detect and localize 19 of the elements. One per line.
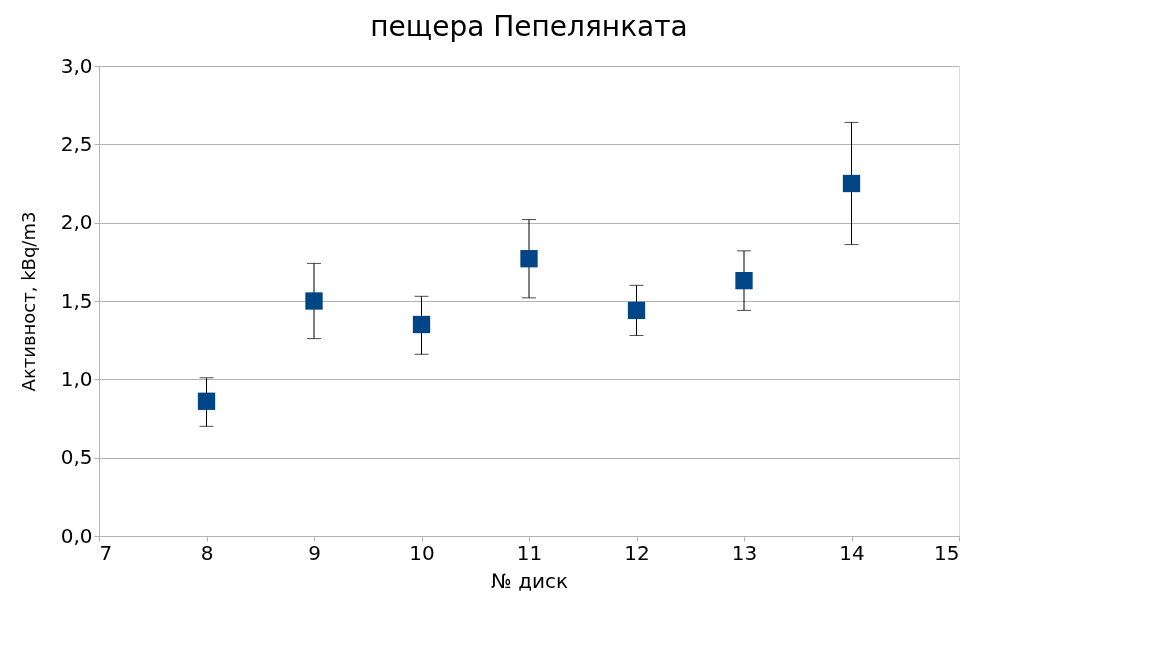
x-tick-label: 13 <box>731 540 758 565</box>
chart-title: пещера Пепелянката <box>370 10 688 43</box>
y-tick-label: 3,0 <box>60 53 93 78</box>
x-tick-label: 7 <box>99 540 113 565</box>
x-tick-label: 8 <box>200 540 214 565</box>
x-tick-label: 15 <box>934 540 960 565</box>
y-tick-label: 0,0 <box>60 523 93 548</box>
x-axis-title: № диск <box>490 568 569 593</box>
y-axis-title: Активност, kBq/m3 <box>17 211 39 392</box>
x-tick-label: 9 <box>308 540 321 565</box>
y-tick-label: 2,5 <box>60 131 93 156</box>
y-tick-label: 0,5 <box>60 445 93 470</box>
y-tick-label: 2,0 <box>60 210 93 235</box>
x-tick-label: 12 <box>624 540 650 565</box>
y-tick-label: 1,5 <box>60 288 93 313</box>
x-tick-label: 10 <box>409 540 435 565</box>
x-tick-label: 14 <box>839 540 865 565</box>
x-tick-label: 11 <box>516 540 543 565</box>
y-tick-label: 1,0 <box>60 366 93 391</box>
